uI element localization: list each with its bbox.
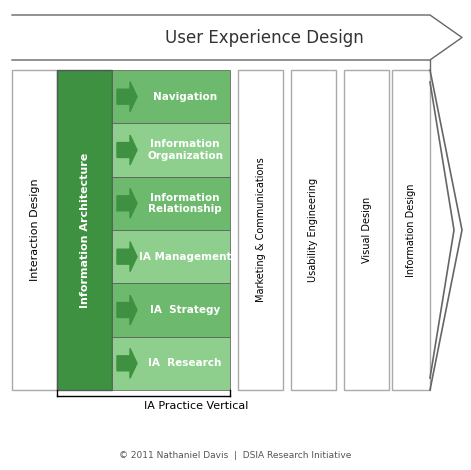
Bar [344, 70, 389, 390]
Polygon shape [117, 242, 137, 272]
Text: IA Management: IA Management [139, 251, 231, 262]
Text: © 2011 Nathaniel Davis  |  DSIA Research Initiative: © 2011 Nathaniel Davis | DSIA Research I… [119, 451, 351, 460]
Text: IA  Strategy: IA Strategy [150, 305, 220, 315]
Text: Information Architecture: Information Architecture [80, 152, 89, 308]
Bar [112, 230, 230, 283]
Text: Interaction Design: Interaction Design [30, 179, 40, 282]
Text: Navigation: Navigation [153, 92, 217, 102]
Bar [392, 70, 430, 390]
Bar [12, 70, 57, 390]
Polygon shape [117, 82, 137, 111]
Text: Information
Relationship: Information Relationship [148, 193, 222, 214]
Bar [57, 70, 112, 390]
Bar [112, 177, 230, 230]
Text: Usability Engineering: Usability Engineering [309, 178, 318, 282]
Polygon shape [117, 188, 137, 218]
Bar [291, 70, 336, 390]
Polygon shape [117, 295, 137, 325]
Polygon shape [117, 348, 137, 378]
Text: IA  Research: IA Research [148, 358, 222, 368]
Bar [112, 123, 230, 177]
Text: IA Practice Vertical: IA Practice Vertical [144, 401, 248, 411]
Bar [112, 337, 230, 390]
Polygon shape [117, 135, 137, 165]
Bar [112, 283, 230, 337]
Text: User Experience Design: User Experience Design [165, 29, 364, 47]
Bar [238, 70, 283, 390]
Text: Information
Organization: Information Organization [147, 139, 223, 161]
Text: Marketing & Communications: Marketing & Communications [255, 157, 266, 302]
Text: Information Design: Information Design [406, 183, 416, 277]
Polygon shape [12, 15, 462, 60]
Text: Visual Design: Visual Design [362, 197, 372, 263]
Bar [112, 70, 230, 123]
